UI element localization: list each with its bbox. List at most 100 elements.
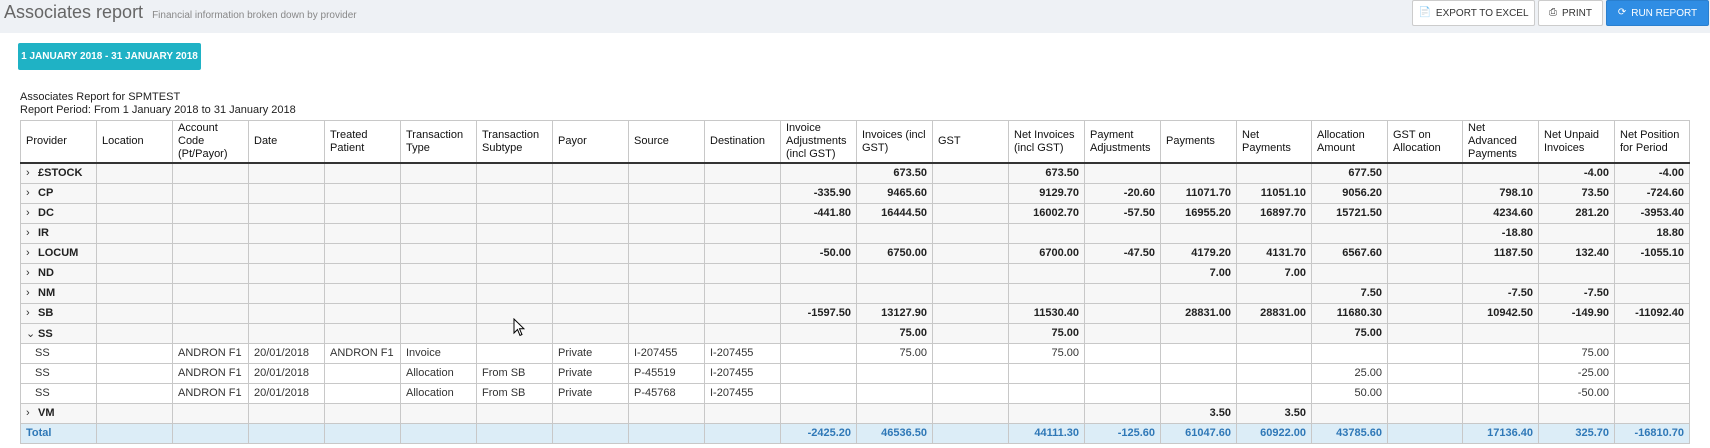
chevron-right-icon[interactable]: › (26, 287, 30, 299)
table-cell (1236, 382, 1312, 404)
table-cell (1462, 322, 1539, 344)
table-cell: -4.00 (1614, 162, 1690, 184)
table-cell (932, 242, 1009, 264)
table-cell (324, 322, 401, 344)
table-cell: 4179.20 (1160, 242, 1237, 264)
export-to-excel-button[interactable]: 📄 EXPORT TO EXCEL (1412, 0, 1535, 26)
table-cell (172, 262, 249, 284)
column-header[interactable]: Net Position for Period (1614, 120, 1690, 164)
chevron-right-icon[interactable]: › (26, 247, 30, 259)
table-cell (1387, 362, 1463, 384)
column-header[interactable]: Payments (1160, 120, 1237, 164)
table-cell: 17136.40 (1462, 422, 1539, 444)
print-button[interactable]: ⎙ PRINT (1538, 0, 1603, 26)
table-cell (324, 242, 401, 264)
table-cell: 75.00 (856, 342, 933, 364)
chevron-right-icon[interactable]: › (26, 167, 30, 180)
chevron-right-icon[interactable]: › (26, 267, 30, 279)
table-cell (96, 282, 173, 304)
table-cell: 20/01/2018 (248, 342, 325, 364)
table-cell (172, 162, 249, 184)
provider-group-row[interactable]: › LOCUM -50.00 6750.00 6700.00 -47.50 4179.20 4… (20, 242, 1690, 264)
table-cell: 25.00 (1311, 362, 1388, 384)
column-header[interactable]: Account Code (Pt/Payor) (172, 120, 249, 164)
column-header[interactable]: Transaction Subtype (476, 120, 553, 164)
table-cell (96, 302, 173, 324)
table-cell (1387, 242, 1463, 264)
provider-group-row[interactable]: › ND 7.00 7.00 (20, 262, 1690, 284)
table-cell (172, 202, 249, 224)
column-header[interactable]: Invoices (incl GST) (856, 120, 933, 164)
provider-cell: SS (20, 382, 97, 404)
column-header[interactable]: Location (96, 120, 173, 164)
table-cell: 50.00 (1311, 382, 1388, 404)
table-cell (400, 222, 477, 244)
table-cell (324, 302, 401, 324)
chevron-right-icon[interactable]: › (26, 407, 30, 419)
table-cell (324, 202, 401, 224)
column-header[interactable]: Destination (704, 120, 781, 164)
column-header[interactable]: GST on Allocation (1387, 120, 1463, 164)
table-cell (552, 262, 629, 284)
table-cell: Private (552, 342, 629, 364)
column-header[interactable]: Net Unpaid Invoices (1538, 120, 1615, 164)
provider-group-row[interactable]: › DC -441.80 16444.50 16002.70 -57.50 16955.20… (20, 202, 1690, 224)
chevron-right-icon[interactable]: › (26, 227, 30, 239)
table-cell (172, 182, 249, 204)
table-cell: I-207455 (628, 342, 705, 364)
run-report-button[interactable]: ⟳ RUN REPORT (1606, 0, 1709, 26)
table-cell: 1187.50 (1462, 242, 1539, 264)
table-cell: Private (552, 362, 629, 384)
provider-group-row[interactable]: ⌄ SS 75.00 75.00 75.00 (20, 322, 1690, 344)
provider-name: VM (38, 407, 55, 419)
table-cell: 7.00 (1236, 262, 1312, 284)
column-header[interactable]: Allocation Amount (1311, 120, 1388, 164)
table-cell (400, 402, 477, 424)
table-cell (552, 322, 629, 344)
provider-group-row[interactable]: › IR -18.80 18.80 (20, 222, 1690, 244)
table-cell (172, 302, 249, 324)
table-cell (932, 222, 1009, 244)
table-cell (400, 162, 477, 184)
chevron-right-icon[interactable]: › (26, 187, 30, 199)
date-range-button[interactable]: 1 JANUARY 2018 - 31 JANUARY 2018 (18, 43, 201, 70)
provider-group-row[interactable]: › £STOCK 673.50 673.50 677.50 -4.00 -4.00 (20, 162, 1690, 184)
provider-group-row[interactable]: › VM 3.50 3.50 (20, 402, 1690, 424)
column-header[interactable]: Date (248, 120, 325, 164)
table-cell (324, 402, 401, 424)
provider-group-row[interactable]: › SB -1597.50 13127.90 11530.40 28831.00 28831… (20, 302, 1690, 324)
provider-group-row[interactable]: › CP -335.90 9465.60 9129.70 -20.60 11071.70 11… (20, 182, 1690, 204)
table-cell (1462, 262, 1539, 284)
table-cell (1008, 262, 1085, 284)
chevron-right-icon[interactable]: › (26, 207, 30, 219)
table-cell: 3.50 (1236, 402, 1312, 424)
chevron-down-icon[interactable]: ⌄ (26, 327, 36, 340)
table-cell (1236, 362, 1312, 384)
column-header[interactable]: Payment Adjustments (1084, 120, 1161, 164)
table-cell: 798.10 (1462, 182, 1539, 204)
column-header[interactable]: Invoice Adjustments (incl GST) (780, 120, 857, 164)
table-cell: -724.60 (1614, 182, 1690, 204)
column-header[interactable]: Net Payments (1236, 120, 1312, 164)
chevron-right-icon[interactable]: › (26, 307, 30, 319)
column-header[interactable]: Net Advanced Payments (1462, 120, 1539, 164)
column-header[interactable]: GST (932, 120, 1009, 164)
provider-group-row[interactable]: › NM 7.50 -7.50 -7.50 (20, 282, 1690, 304)
table-cell (400, 302, 477, 324)
table-cell: 16897.70 (1236, 202, 1312, 224)
column-header[interactable]: Provider (20, 120, 97, 164)
table-cell: Allocation (400, 382, 477, 404)
table-cell (780, 402, 857, 424)
column-header[interactable]: Transaction Type (400, 120, 477, 164)
table-cell (324, 222, 401, 244)
table-cell: 13127.90 (856, 302, 933, 324)
table-cell (704, 182, 781, 204)
column-header[interactable]: Payor (552, 120, 629, 164)
column-header[interactable]: Source (628, 120, 705, 164)
table-cell: 28831.00 (1236, 302, 1312, 324)
column-header[interactable]: Net Invoices (incl GST) (1008, 120, 1085, 164)
table-cell (1614, 322, 1690, 344)
excel-file-icon: 📄 (1418, 7, 1431, 18)
table-cell (1311, 402, 1388, 424)
column-header[interactable]: Treated Patient (324, 120, 401, 164)
